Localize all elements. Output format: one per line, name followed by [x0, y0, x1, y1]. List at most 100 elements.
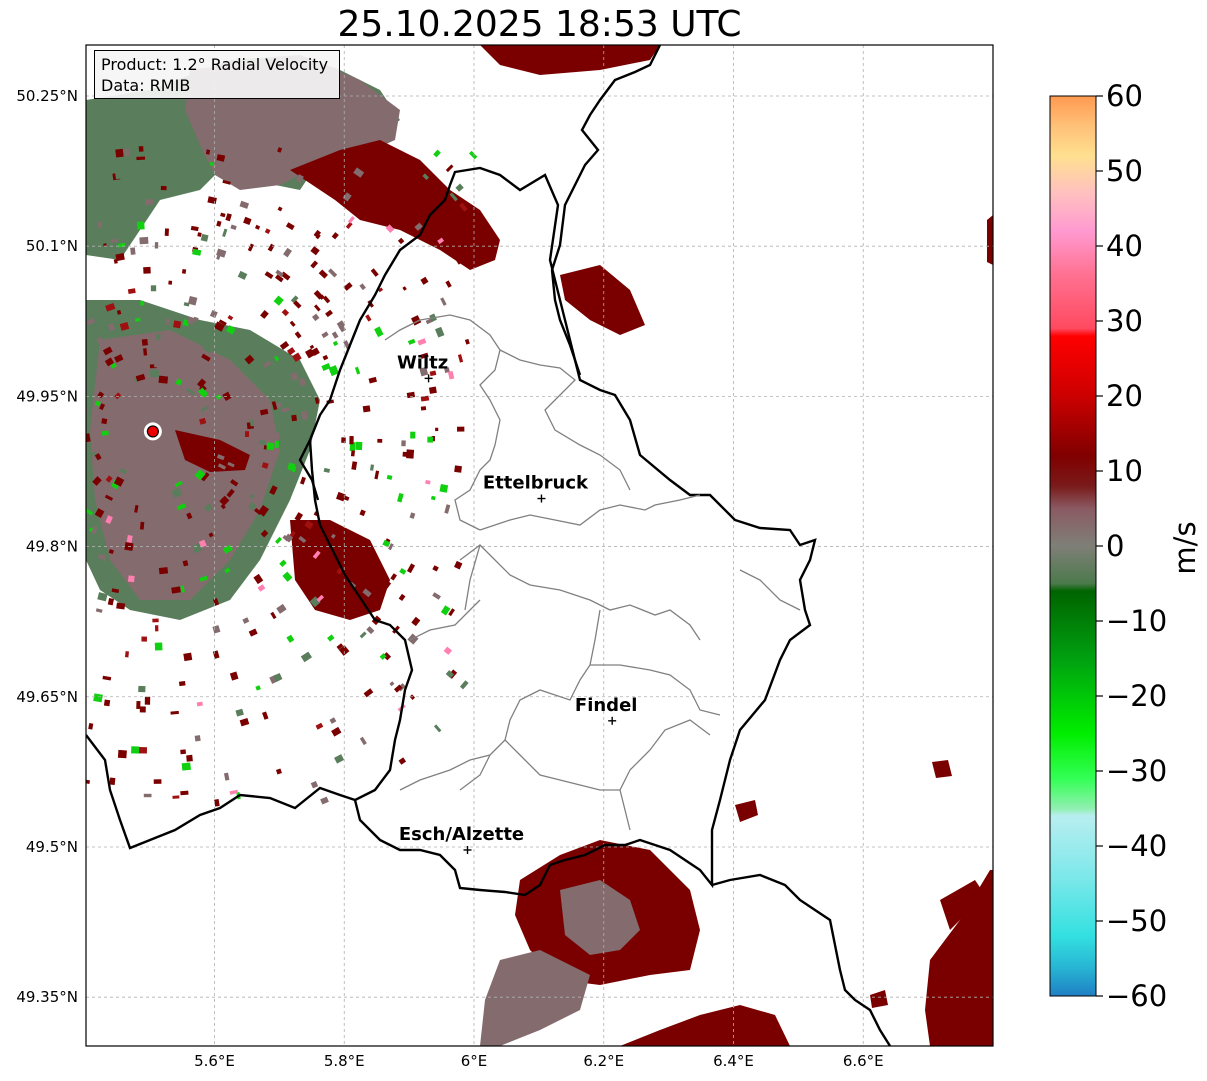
echo-speckle [144, 696, 151, 705]
echo-speckle [192, 543, 203, 554]
echo-speckle [136, 700, 141, 709]
echo-speckle [439, 484, 449, 493]
echo-speckle [262, 360, 272, 369]
echo-speckle [304, 520, 314, 530]
lon-tick-label: 6.6°E [843, 1052, 884, 1070]
echo-speckle [223, 578, 232, 586]
echo-speckle [199, 575, 208, 582]
echo-speckle [233, 458, 238, 464]
echo-speckle [109, 777, 116, 786]
echo-speckle [235, 708, 244, 717]
country-border-east [550, 45, 662, 376]
echo-speckle [444, 367, 450, 373]
echo-speckle [174, 480, 183, 488]
echo-speckle [209, 310, 218, 319]
echo-speckle [402, 286, 407, 291]
echo-speckle [295, 174, 304, 183]
echo-speckle [135, 317, 141, 322]
boundaries [86, 45, 892, 1046]
echo-speckle [171, 586, 181, 594]
echo-speckle [314, 397, 320, 405]
echo-speckle [200, 405, 210, 413]
echo-speckle [155, 625, 159, 632]
echo-speckle [362, 405, 371, 413]
echo-speckle [414, 222, 423, 231]
echo-speckle [239, 718, 250, 727]
echo-speckle [150, 285, 157, 292]
echo-speckle [266, 442, 275, 451]
echo-speckle [138, 685, 146, 693]
echo-speckle [267, 243, 275, 252]
echo-speckle [277, 206, 283, 212]
echo-speckle [114, 354, 124, 363]
echo-speckle [104, 494, 114, 501]
echo-speckle [227, 461, 235, 468]
echo-speckle [393, 684, 403, 693]
echo-speckle [366, 626, 375, 635]
echo-speckle [173, 320, 182, 329]
echo-speckle [110, 362, 117, 369]
echo-speckle [101, 418, 108, 425]
echo-speckle [320, 796, 329, 805]
echo-speckle [311, 347, 320, 356]
echo-speckle [247, 243, 254, 252]
echo-speckle [274, 536, 283, 545]
echo-speckle [437, 237, 445, 245]
echo-speckle [116, 602, 126, 610]
echo-speckle [192, 248, 202, 256]
colorbar-tick-label: 60 [1106, 79, 1143, 113]
echo-speckle [410, 431, 416, 439]
echo-speckle [275, 274, 284, 283]
echo-speckle [91, 525, 99, 535]
map-axis-ticks: 5.6°E 5.8°E 6°E 6.2°E 6.4°E 6.6°E 50.25°N 50.1°… [16, 87, 883, 1070]
map-title: 25.10.2025 18:53 UTC [337, 4, 742, 45]
echo-speckle [330, 533, 336, 539]
echo-speckle [402, 451, 408, 457]
echo-speckle [97, 553, 107, 561]
echo-speckle [175, 378, 183, 386]
echo-speckle [407, 338, 416, 345]
echo-speckle [103, 699, 111, 707]
echo-speckle [237, 270, 248, 280]
echo-speckle [126, 535, 133, 543]
echo-speckle [264, 228, 271, 235]
echo-speckle [264, 271, 274, 280]
lon-tick-label: 6.4°E [713, 1052, 754, 1070]
echo-speckle [249, 493, 255, 499]
echo-speckle [315, 722, 324, 730]
product-label: Product: 1.2° Radial Velocity [101, 55, 329, 74]
echo-speckle [255, 224, 261, 230]
echo-speckle [156, 333, 161, 341]
echo-speckle [425, 318, 433, 325]
echo-speckle [440, 297, 447, 306]
echo-speckle [230, 479, 239, 487]
echo-speckle [331, 726, 342, 737]
echo-speckle [192, 316, 199, 323]
echo-speckle [261, 396, 269, 403]
map-frame [85, 44, 994, 1047]
echo-speckle [459, 202, 468, 212]
echo-speckle [257, 584, 266, 592]
echo-speckle [154, 642, 163, 651]
echo-speckle [427, 436, 434, 443]
echo-speckle [239, 200, 250, 209]
echo-speckle [299, 549, 307, 557]
echo-speckle [219, 495, 230, 506]
echo-speckle [281, 308, 290, 317]
colorbar-tick-label: 40 [1106, 229, 1143, 263]
echo-speckle [210, 387, 218, 395]
echo-speckle [352, 195, 362, 204]
echo-speckle [138, 146, 144, 152]
echo-speckle [139, 706, 146, 713]
echo-speckle [194, 469, 206, 481]
echo-speckle [102, 675, 112, 681]
echo-speckle [113, 515, 122, 523]
echo-speckle [389, 681, 395, 687]
echo-speckle [220, 503, 226, 510]
echo-speckle [312, 313, 320, 322]
echo-speckle [260, 529, 269, 538]
echo-region-top-red [480, 45, 660, 75]
echo-speckle [198, 539, 207, 548]
echo-speckle [300, 651, 313, 663]
echo-speckle [363, 688, 374, 698]
